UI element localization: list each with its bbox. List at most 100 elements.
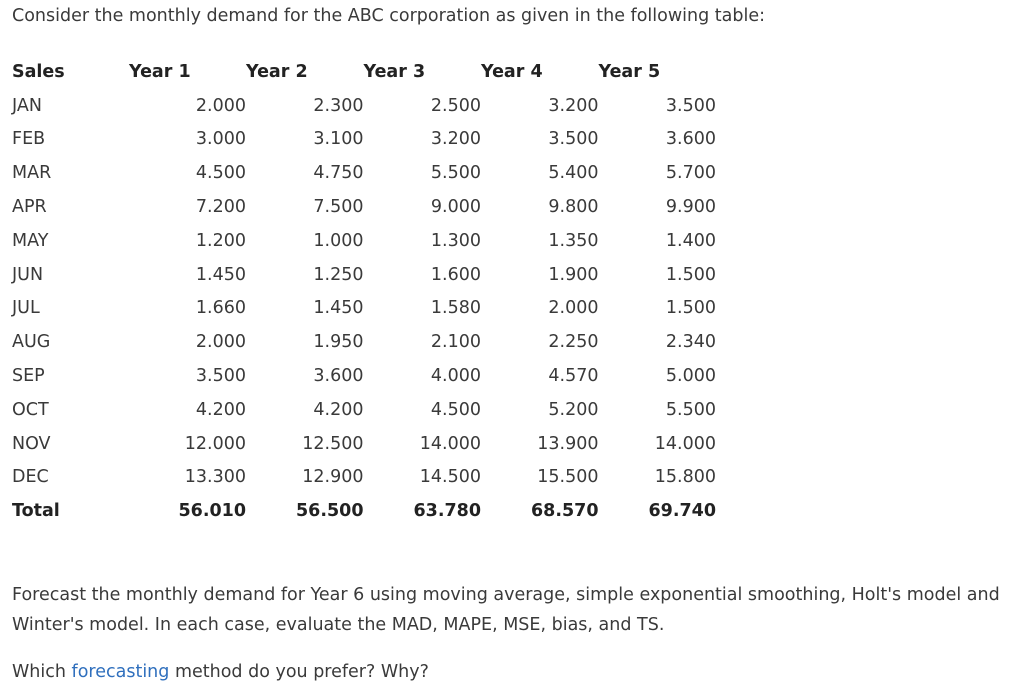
table-cell: 2.000 [548, 298, 599, 319]
table-cell: 9.800 [548, 197, 599, 218]
row-label: JUL [12, 298, 40, 319]
table-cell: 1.200 [195, 230, 246, 251]
header-year-3: Year 3 [363, 61, 426, 82]
table-cell: 3.500 [548, 129, 599, 150]
table-cell: 1.400 [665, 230, 716, 251]
table-cell: 15.500 [537, 467, 599, 488]
table-cell: 1.660 [195, 298, 246, 319]
table-cell: 63.780 [413, 501, 481, 522]
table-cell: 69.740 [648, 501, 716, 522]
row-label: JUN [12, 264, 44, 285]
table-cell: 5.000 [665, 366, 716, 387]
table-cell: 15.800 [654, 467, 716, 488]
table-row: JUN 1.450 1.250 1.600 1.900 1.500 [12, 258, 716, 292]
table-row: JUL 1.660 1.450 1.580 2.000 1.500 [12, 292, 716, 326]
table-row: FEB 3.000 3.100 3.200 3.500 3.600 [12, 123, 716, 157]
table-cell: 7.200 [195, 197, 246, 218]
table-cell: 4.570 [548, 366, 599, 387]
table-cell: 5.500 [665, 399, 716, 420]
table-cell: 14.000 [654, 433, 716, 454]
table-cell: 12.900 [302, 467, 364, 488]
header-year-4: Year 4 [481, 61, 543, 82]
table-cell: 2.300 [313, 95, 364, 116]
table-cell: 2.250 [548, 332, 599, 353]
table-cell: 2.000 [195, 332, 246, 353]
table-cell: 1.500 [665, 264, 716, 285]
forecasting-link[interactable]: forecasting [71, 662, 170, 682]
task-paragraph: Forecast the monthly demand for Year 6 u… [12, 585, 1000, 635]
table-cell: 1.250 [313, 264, 364, 285]
table-cell: 3.200 [430, 129, 481, 150]
table-cell: 5.200 [548, 399, 599, 420]
row-label: DEC [12, 467, 49, 488]
table-cell: 5.400 [548, 163, 599, 184]
table-cell: 1.950 [313, 332, 364, 353]
table-row: OCT 4.200 4.200 4.500 5.200 5.500 [12, 393, 716, 427]
row-label: OCT [12, 399, 49, 420]
table-cell: 4.200 [195, 399, 246, 420]
table-cell: 14.500 [419, 467, 481, 488]
table-cell: 1.450 [195, 264, 246, 285]
table-row: JAN 2.000 2.300 2.500 3.200 3.500 [12, 89, 716, 123]
table-cell: 2.340 [665, 332, 716, 353]
table-row: AUG 2.000 1.950 2.100 2.250 2.340 [12, 325, 716, 359]
table-cell: 4.500 [430, 399, 481, 420]
table-cell: 3.100 [313, 129, 364, 150]
row-label: APR [12, 197, 47, 218]
table-cell: 3.000 [195, 129, 246, 150]
table-cell: 14.000 [419, 433, 481, 454]
header-year-1: Year 1 [129, 61, 191, 82]
sales-table: Sales Year 1 Year 2 Year 3 Year 4 Year 5… [12, 55, 716, 528]
table-cell: 5.500 [430, 163, 481, 184]
row-label: NOV [12, 433, 51, 454]
table-cell: 13.300 [184, 467, 246, 488]
table-cell: 1.000 [313, 230, 364, 251]
row-label: SEP [12, 366, 45, 387]
table-cell: 1.300 [430, 230, 481, 251]
table-row: MAR 4.500 4.750 5.500 5.400 5.700 [12, 156, 716, 190]
row-label: AUG [12, 332, 51, 353]
header-year-2: Year 2 [246, 61, 308, 82]
table-cell: 13.900 [537, 433, 599, 454]
table-cell: 4.000 [430, 366, 481, 387]
row-label: MAY [12, 230, 49, 251]
table-cell: 1.350 [548, 230, 599, 251]
table-cell: 68.570 [530, 501, 599, 522]
table-cell: 9.900 [665, 197, 716, 218]
header-sales: Sales [12, 61, 65, 82]
table-body: JAN 2.000 2.300 2.500 3.200 3.500 FEB 3.000 3.10… [12, 89, 716, 528]
table-cell: 9.000 [430, 197, 481, 218]
table-cell: 4.500 [195, 163, 246, 184]
table-header-row: Sales Year 1 Year 2 Year 3 Year 4 Year 5 [12, 55, 716, 89]
table-cell: 12.500 [302, 433, 364, 454]
table-cell: 3.200 [548, 95, 599, 116]
table-cell: 1.580 [430, 298, 481, 319]
header-year-5: Year 5 [598, 61, 661, 82]
table-cell: 4.750 [313, 163, 364, 184]
table-cell: 4.200 [313, 399, 364, 420]
table-row: DEC 13.300 12.900 14.500 15.500 15.800 [12, 461, 716, 495]
table-cell: 1.450 [313, 298, 364, 319]
table-row: SEP 3.500 3.600 4.000 4.570 5.000 [12, 359, 716, 393]
table-total-row: Total 56.010 56.500 63.780 68.570 69.740 [12, 494, 716, 528]
table-cell: 3.600 [665, 129, 716, 150]
table-cell: 2.100 [430, 332, 481, 353]
question-after: method do you prefer? Why? [169, 662, 429, 682]
table-cell: 3.600 [313, 366, 364, 387]
table-cell: 12.000 [184, 433, 246, 454]
table-cell: 1.900 [548, 264, 599, 285]
row-label: FEB [12, 129, 46, 150]
table-row: APR 7.200 7.500 9.000 9.800 9.900 [12, 190, 716, 224]
table-cell: 3.500 [665, 95, 716, 116]
question-text: Which forecasting method do you prefer? … [12, 662, 429, 682]
table-cell: 56.500 [295, 501, 364, 522]
intro-text: Consider the monthly demand for the ABC … [12, 6, 766, 26]
row-label: MAR [12, 163, 52, 184]
table-cell: 3.500 [195, 366, 246, 387]
table-cell: 2.500 [430, 95, 481, 116]
table-cell: 1.600 [430, 264, 481, 285]
table-cell: 1.500 [665, 298, 716, 319]
table-row: MAY 1.200 1.000 1.300 1.350 1.400 [12, 224, 716, 258]
table-cell: 5.700 [665, 163, 716, 184]
row-label: Total [12, 501, 60, 522]
